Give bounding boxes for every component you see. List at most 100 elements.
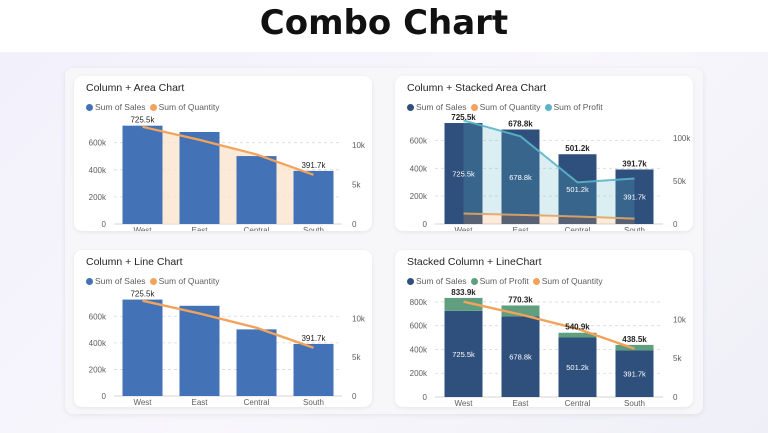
bar-sum-of-sales [615,350,654,397]
data-label-total: 770.3k [508,295,533,304]
data-label: 501.2k [565,144,590,153]
legend-label: Sum of Quantity [158,276,220,286]
legend-label: Sum of Quantity [158,102,220,112]
x-tick-label: Central [244,226,270,231]
bar-sum-of-sales [122,299,163,396]
x-tick-label: Central [565,399,591,407]
legend-label: Sum of Profit [479,276,529,286]
y-tick-label-left: 0 [102,220,107,229]
x-tick-label: West [133,226,152,231]
legend-label: Sum of Profit [553,102,603,112]
data-label-total: 540.9k [565,323,590,332]
legend-item-sales[interactable]: Sum of Sales [407,102,467,112]
legend-dot-sales [86,277,93,285]
bar-sum-of-sales [122,125,163,224]
legend-item-quantity[interactable]: Sum of Quantity [149,276,220,286]
x-tick-label: West [133,398,152,407]
bar-sum-of-sales [179,132,220,224]
y-tick-label-left: 800k [410,298,428,307]
chart-card-column-stacked-area[interactable]: Column + Stacked Area Chart Sum of Sales… [395,76,693,231]
y-tick-label-left: 400k [410,345,428,354]
legend-dot-sales [407,103,414,111]
y-tick-label-right: 0 [673,220,678,229]
legend-label: Sum of Sales [95,102,146,112]
bar-sum-of-sales [501,129,540,224]
y-tick-label-right: 50k [673,177,687,186]
bar-sum-of-sales [236,156,277,224]
x-tick-label: Central [244,398,270,407]
line-quantity [142,299,314,349]
data-label: 725.5k [130,290,155,299]
bar-sum-of-sales [444,123,483,224]
x-tick-label: East [191,226,208,231]
legend-dot-sales [86,103,93,111]
legend-item-sales[interactable]: Sum of Sales [407,276,467,286]
y-tick-label-left: 400k [410,164,428,173]
legend-dot-quantity [149,277,157,285]
y-tick-label-right: 10k [673,315,687,324]
legend-item-profit[interactable]: Sum of Profit [544,102,603,112]
legend-item-quantity[interactable]: Sum of Quantity [470,102,541,112]
area-line-sum-of-quantity [463,212,635,220]
legend-dot-sales [407,277,414,285]
bar-sum-of-profit [501,305,540,317]
area-sum-of-quantity [463,213,635,224]
y-tick-label-right: 0 [352,392,357,401]
bar-sum-of-profit [444,297,483,311]
data-label-inside: 678.8k [509,353,532,362]
chart-title: Stacked Column + LineChart [407,256,542,268]
y-tick-label-right: 100k [673,134,691,143]
data-label-inside: 725.5k [452,170,475,179]
data-label-inside: 501.2k [566,363,589,372]
data-label-inside: 391.7k [623,193,646,202]
chart-title: Column + Line Chart [86,256,183,268]
data-label: 678.8k [508,120,533,129]
x-tick-label: South [303,226,324,231]
legend-dot-profit [470,277,478,285]
x-tick-label: East [512,399,529,407]
chart-plot: 0 200k 400k 600k 800k 0 5k 10k West East Central So… [410,288,687,407]
y-tick-label-right: 10k [352,141,366,150]
bar-sum-of-sales [501,316,540,397]
area-line-quantity [142,125,314,176]
data-label-total: 833.9k [451,288,476,297]
data-label-total: 438.5k [622,335,647,344]
legend-dot-quantity [470,103,478,111]
y-tick-label-right: 5k [352,180,361,189]
data-label: 391.7k [301,161,326,170]
y-tick-label-left: 400k [89,166,107,175]
data-label-inside: 678.8k [509,173,532,182]
legend-item-sales[interactable]: Sum of Sales [86,276,146,286]
y-tick-label-left: 400k [89,339,107,348]
data-label-inside: 391.7k [623,370,646,379]
x-tick-label: South [624,399,645,407]
chart-plot: 0 200k 400k 600k 0 5k 10k West East Central South 7… [89,290,366,407]
legend-item-sales[interactable]: Sum of Sales [86,102,146,112]
area-line-sum-of-profit [463,119,635,184]
y-tick-label-right: 10k [352,314,366,323]
x-tick-label: South [303,398,324,407]
chart-plot: 0 200k 400k 600k 0 5k 10k West East Central South 7… [89,116,366,231]
y-tick-label-left: 200k [89,193,107,202]
chart-legend: Sum of Sales Sum of Quantity [86,101,220,113]
legend-label: Sum of Sales [416,102,467,112]
legend-item-profit[interactable]: Sum of Profit [470,276,529,286]
y-tick-label-left: 600k [89,312,107,321]
x-tick-label: East [191,398,208,407]
x-tick-label: South [624,226,645,231]
bar-sum-of-sales [444,310,483,397]
bar-sum-of-sales [293,170,334,224]
y-tick-label-right: 5k [673,354,682,363]
legend-item-quantity[interactable]: Sum of Quantity [532,276,603,286]
chart-card-stacked-column-line[interactable]: Stacked Column + LineChart Sum of Sales … [395,250,693,407]
title-band [0,0,768,52]
area-quantity [142,126,314,224]
y-tick-label-left: 600k [89,139,107,148]
chart-plot: 0 200k 400k 600k 0 50k 100k West East Central Sout… [410,114,692,231]
chart-card-column-area[interactable]: Column + Area Chart Sum of Sales Sum of … [74,76,372,231]
data-label-inside: 725.5k [452,350,475,359]
y-tick-label-left: 200k [410,369,428,378]
chart-card-column-line[interactable]: Column + Line Chart Sum of Sales Sum of … [74,250,372,407]
legend-dot-quantity [532,277,540,285]
legend-item-quantity[interactable]: Sum of Quantity [149,102,220,112]
